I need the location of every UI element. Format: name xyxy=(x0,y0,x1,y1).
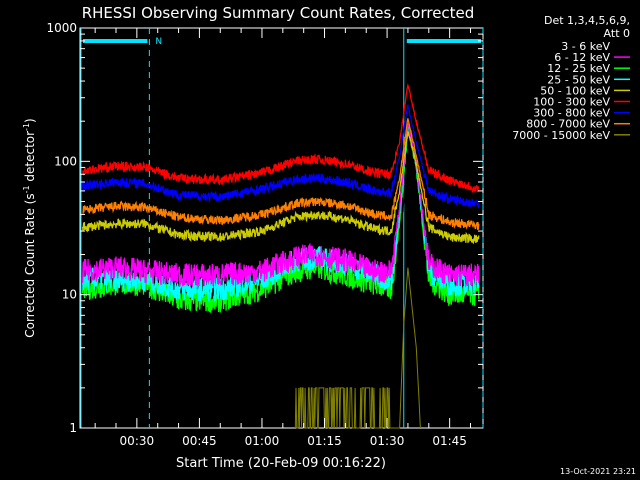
legend-header: Det 1,3,4,5,6,9, xyxy=(544,14,630,27)
legend-entry: 7000 - 15000 keV xyxy=(512,129,610,142)
series-line xyxy=(294,267,421,429)
series-line xyxy=(81,131,480,245)
x-tick-label: 00:30 xyxy=(120,434,155,448)
x-axis-label: Start Time (20-Feb-09 00:16:22) xyxy=(176,456,386,471)
axes: 1 10 100 1000 00:30 00:45 01:00 01:15 01:30 01:45 xyxy=(46,21,483,448)
chart-title: RHESSI Observing Summary Count Rates, Co… xyxy=(82,4,475,22)
x-tick-label: 01:45 xyxy=(432,434,467,448)
y-tick-label: 1 xyxy=(69,421,77,435)
series-line xyxy=(81,104,480,209)
night-label: N xyxy=(155,37,162,47)
legend-entry: 50 - 100 keV xyxy=(540,84,610,97)
x-tick-label: 01:00 xyxy=(245,434,280,448)
legend-entry: 800 - 7000 keV xyxy=(526,118,610,131)
x-tick-label: 00:45 xyxy=(182,434,217,448)
y-tick-label: 10 xyxy=(62,288,77,302)
y-tick-label: 1000 xyxy=(46,21,77,35)
legend-entry: 6 - 12 keV xyxy=(554,51,610,64)
series-line xyxy=(81,82,480,194)
y-tick-label: 100 xyxy=(54,154,77,168)
y-axis-label-part2: detector xyxy=(23,131,37,186)
x-tick-label: 01:15 xyxy=(307,434,342,448)
x-tick-label: 01:30 xyxy=(370,434,405,448)
plot-area: N xyxy=(80,28,484,429)
series-line xyxy=(82,118,480,230)
legend-header: Att 0 xyxy=(604,27,630,40)
y-axis-label-part1: Corrected Count Rate (s xyxy=(23,193,37,337)
legend-entry: 300 - 800 keV xyxy=(533,107,610,120)
series-line xyxy=(81,159,480,338)
legend-entry: 3 - 6 keV xyxy=(561,40,610,53)
legend-entry: 100 - 300 keV xyxy=(533,96,610,109)
timestamp: 13-Oct-2021 23:21 xyxy=(560,467,636,476)
y-axis-label-sup2: -1 xyxy=(22,123,31,131)
legend-entry: 12 - 25 keV xyxy=(547,62,610,75)
y-axis-label-part3: ) xyxy=(23,118,37,123)
y-axis-label: Corrected Count Rate (s-1 detector-1) xyxy=(22,118,37,337)
legend-entry: 25 - 50 keV xyxy=(547,73,610,86)
y-axis-label-sup1: -1 xyxy=(22,185,31,193)
